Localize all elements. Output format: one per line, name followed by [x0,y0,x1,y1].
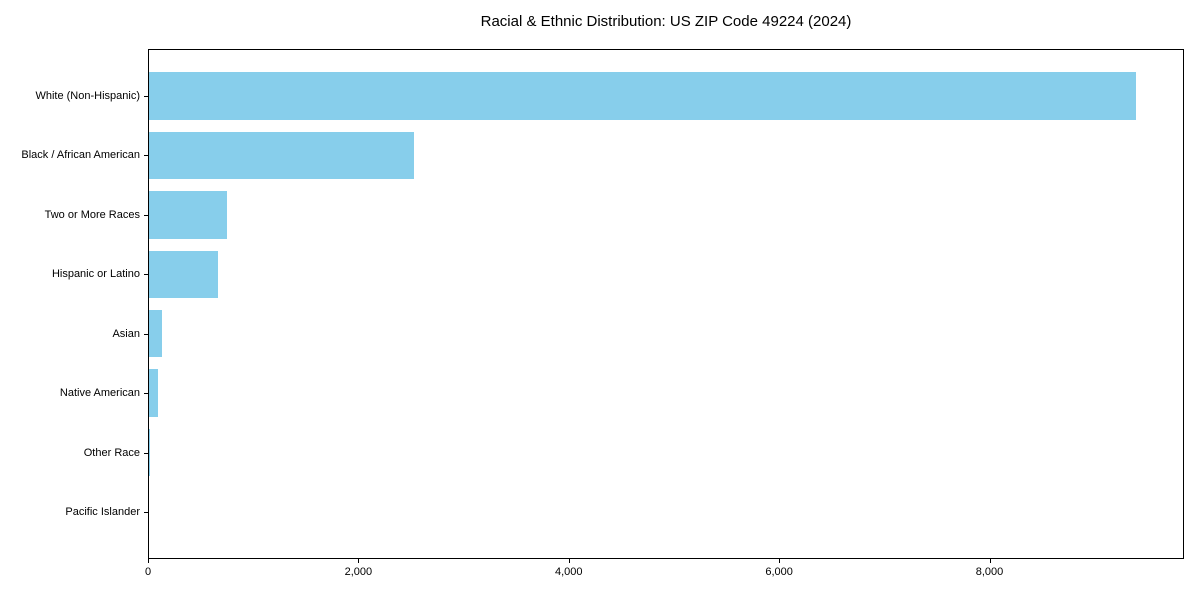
tick-mark [779,559,781,563]
x-tick-label: 2,000 [344,566,373,578]
tick-mark [358,559,360,563]
x-tick-label: 0 [144,566,152,578]
tick-mark [144,512,148,514]
bar [149,309,162,358]
tick-mark [144,274,148,276]
y-tick-label: Black / African American [21,149,140,162]
tick-mark [144,214,148,216]
y-tick-label: Asian [112,327,140,340]
plot-area [148,49,1184,559]
tick-mark [568,559,570,563]
y-tick-label: Native American [59,387,140,400]
tick-mark [144,333,148,335]
bar [149,131,415,180]
tick-mark [989,559,991,563]
bar [149,191,227,239]
x-tick-label: 6,000 [765,566,793,578]
x-tick-label: 8,000 [975,566,1004,578]
tick-mark [148,559,149,563]
y-tick-label: Other Race [83,446,140,459]
bar [149,428,151,477]
tick-mark [144,452,148,454]
bar [149,72,1136,120]
bar [149,250,219,299]
y-tick-label: Hispanic or Latino [51,268,140,281]
y-tick-label: Pacific Islander [65,506,140,519]
chart-title: Racial & Ethnic Distribution: US ZIP Cod… [480,13,852,30]
y-tick-label: White (Non-Hispanic) [35,89,140,102]
tick-mark [144,393,148,395]
y-tick-label: Two or More Races [44,208,140,221]
tick-mark [144,155,148,157]
tick-mark [144,95,148,97]
bar [149,369,159,417]
x-tick-label: 4,000 [554,566,583,578]
